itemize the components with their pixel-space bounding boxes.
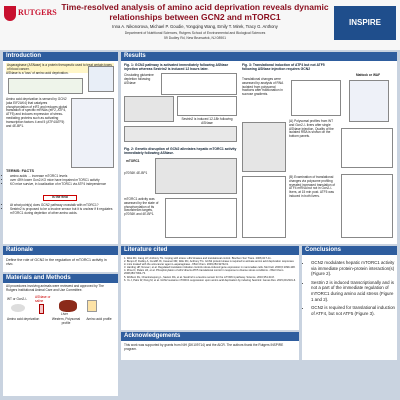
rationale-text: Define the role of GCN2 in the regulatio… <box>6 258 107 267</box>
plasma-icon <box>87 300 97 312</box>
western-blot <box>124 126 237 142</box>
translation-chart <box>341 174 393 238</box>
figure-note: mTORC1 activity was assessed by the stat… <box>124 197 159 217</box>
conclusions-list: GCN2 modulates hepatic mTORC1 activity v… <box>305 260 395 316</box>
polysome-chart <box>341 128 393 168</box>
question-box: Is the field <box>43 195 77 201</box>
reference: 3. Harding HP, Novoa I, et al. Regulated… <box>124 266 296 270</box>
method-label: Liver <box>61 312 68 316</box>
section-heading: Conclusions <box>302 246 397 255</box>
polysome-diagram <box>349 80 389 122</box>
western-blot <box>155 158 237 194</box>
results-panel: Results Fig. 1: GCN2 pathway is activate… <box>121 52 397 244</box>
figure-caption: Fig. 2: Genetic disruption of GCN2 allev… <box>124 147 237 155</box>
term: amino acids → increase mTORC1 levels <box>10 174 114 179</box>
reference-list: 1. Wek RC, Jiang HY, Anthony TG. Coping … <box>124 257 296 282</box>
figure-note: Translational changes were assessed by a… <box>242 77 284 97</box>
method-label: WT or Gcn2-/- <box>7 297 28 301</box>
figure-chart <box>165 198 237 238</box>
acknowledgements-text: This work was supported by grants from N… <box>124 343 284 351</box>
western-blot <box>124 96 174 122</box>
terms-heading: TERMS: FACTS <box>6 169 35 173</box>
rna-gel <box>242 122 286 172</box>
polysome-chart <box>291 80 341 116</box>
header: RUTGERS Time-resolved analysis of amino … <box>0 0 400 50</box>
method-label: ASNase or saline <box>35 295 51 303</box>
conclusion: Sestrin 2 is induced transcriptionally a… <box>311 280 395 302</box>
conclusion: GCN2 is required for translational induc… <box>311 305 395 316</box>
pathway-diagram <box>8 78 83 94</box>
method-label: Amino acid profile <box>86 317 112 321</box>
section-heading: Introduction <box>3 52 118 61</box>
intro-body: Amino acid deprivation is sensed by GCN2… <box>6 97 68 128</box>
method-label: Amino acid deprivation <box>7 317 40 321</box>
section-heading: Materials and Methods <box>3 274 118 283</box>
mouse-icon <box>11 304 25 312</box>
figure-chart <box>161 73 237 95</box>
address: 59 Dudley Rd, New Brunswick, NJ 08901 <box>163 36 226 40</box>
intro-lead: Asparaginase (ASNase) is a protein thera… <box>6 63 114 73</box>
conclusions-panel: Conclusions GCN2 modulates hepatic mTORC… <box>302 246 397 360</box>
translation-chart <box>242 176 286 238</box>
title: Time-resolved analysis of amino acid dep… <box>61 2 329 22</box>
literature-panel: Literature cited 1. Wek RC, Jiang HY, An… <box>121 246 299 330</box>
figure-chart <box>177 96 237 116</box>
method-label: Western, Polysomal profile <box>51 317 81 325</box>
logo-left: RUTGERS <box>18 8 57 17</box>
figure-caption: Fig. 1: GCN2 pathway is activated immedi… <box>124 63 229 71</box>
syringe-icon <box>39 304 44 314</box>
bullet: At what point(s) does GCN2 pathway cross… <box>10 203 114 208</box>
section-heading: Acknowledgements <box>121 332 299 341</box>
figure-note: Circulating glutamine depletion followin… <box>124 73 154 85</box>
affiliation: Department of Nutritional Sciences, Rutg… <box>124 31 266 35</box>
reference: 6. Ye J, Palm W, Peng M, et al. GCN2 sus… <box>124 278 296 282</box>
rationale-panel: Rationale Define the role of GCN2 in the… <box>3 246 118 272</box>
acknowledgements-panel: Acknowledgements This work was supported… <box>121 332 299 360</box>
figure-note: (B) Examination of translational changes… <box>289 175 336 198</box>
liver-icon <box>59 300 77 312</box>
methods-text: All procedures involving animals were re… <box>6 284 104 292</box>
section-heading: Literature cited <box>121 246 299 255</box>
logo-shield <box>4 6 16 21</box>
terms-list: amino acids → increase mTORC1 levels ove… <box>6 174 114 187</box>
term: over 45% lower Gcn2-KO mice have impaire… <box>10 178 114 183</box>
term: KO mice survive, in localization of mTOR… <box>10 182 114 187</box>
reference: 1. Wek RC, Jiang HY, Anthony TG. Coping … <box>124 257 272 260</box>
section-heading: Results <box>121 52 397 61</box>
intro-bullets: At what point(s) does GCN2 pathway cross… <box>6 203 114 216</box>
reference: 5. Wolfson RL, Chantranupong L, Saxton R… <box>124 275 275 279</box>
figure-label: Mattock or WAF <box>355 73 381 77</box>
figure-image <box>88 66 114 92</box>
signaling-diagram <box>71 98 114 168</box>
section-heading: Rationale <box>3 246 118 255</box>
reference: 2. Bunpo P, Dudley A, Cundiff JK, Cavene… <box>124 260 294 267</box>
authors: Inna A. Nikonorova, Michael P. Goudie, Y… <box>112 24 278 29</box>
figure-note: (A) Polysomal profiles from WT and Gcn2-… <box>289 119 334 139</box>
pathway-caption: ASNase is a 'loss' of amino acid depriva… <box>6 71 69 75</box>
figure-label: p70S6K 4E-BP1 <box>124 171 148 175</box>
reference: 4. Zhou D, Palam LR, et al. Phosphorylat… <box>124 269 284 276</box>
figure-caption: Fig. 3: Translational induction of ATF4 … <box>242 63 325 71</box>
methods-panel: Materials and Methods All procedures inv… <box>3 274 118 396</box>
figure-label: mTORC1 <box>126 159 140 163</box>
conclusion: GCN2 modulates hepatic mTORC1 activity v… <box>311 260 395 277</box>
figure-note: Sestrin2 is induced 12-18h following ASN… <box>181 117 233 125</box>
introduction-panel: Introduction Asparaginase (ASNase) is a … <box>3 52 118 244</box>
logo-right: INSPIRE <box>334 6 396 40</box>
bullet: Sestrin2 is proposed to be a leucine sen… <box>10 207 114 216</box>
